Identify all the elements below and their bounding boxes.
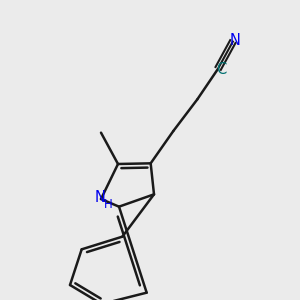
Text: N: N bbox=[94, 190, 105, 206]
Text: N: N bbox=[230, 33, 241, 48]
Text: C: C bbox=[217, 62, 227, 77]
Text: H: H bbox=[103, 197, 112, 211]
